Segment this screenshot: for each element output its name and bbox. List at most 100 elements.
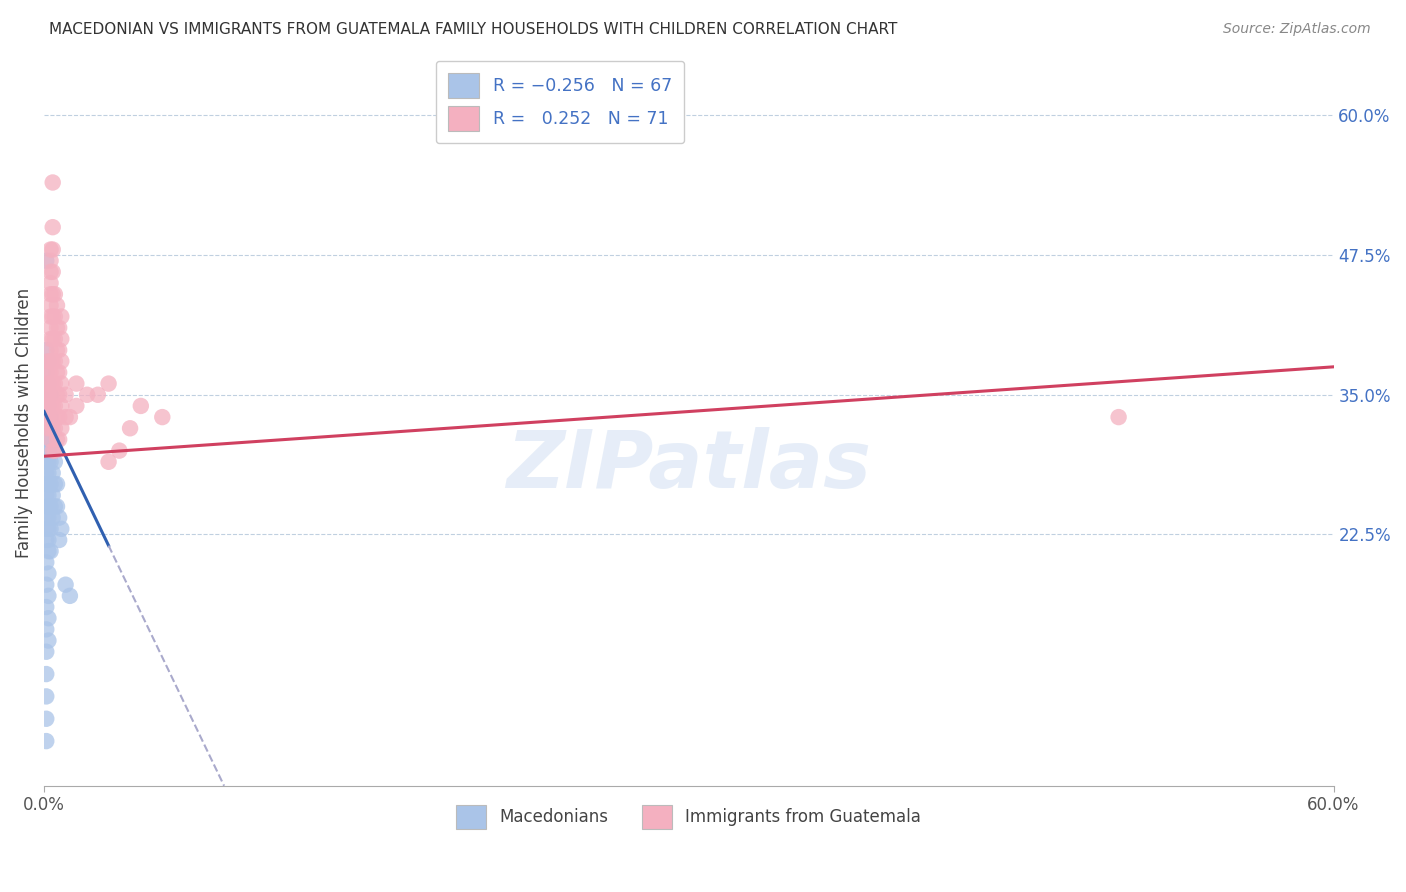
Point	[39, 421, 62, 435]
Point	[48, 433, 70, 447]
Point	[55, 410, 77, 425]
Point	[51, 376, 73, 391]
Point	[35, 433, 58, 447]
Point	[39, 265, 62, 279]
Point	[37, 500, 59, 514]
Point	[37, 566, 59, 581]
Y-axis label: Family Households with Children: Family Households with Children	[15, 287, 32, 558]
Point	[41, 443, 63, 458]
Point	[35, 477, 58, 491]
Point	[46, 410, 69, 425]
Point	[41, 243, 63, 257]
Point	[37, 488, 59, 502]
Point	[150, 410, 173, 425]
Point	[35, 600, 58, 615]
Point	[37, 399, 59, 413]
Point	[37, 455, 59, 469]
Point	[129, 399, 152, 413]
Point	[48, 320, 70, 334]
Point	[87, 388, 110, 402]
Point	[41, 443, 63, 458]
Point	[37, 376, 59, 391]
Point	[46, 320, 69, 334]
Point	[35, 410, 58, 425]
Point	[51, 332, 73, 346]
Point	[35, 645, 58, 659]
Point	[48, 388, 70, 402]
Point	[37, 611, 59, 625]
Point	[97, 376, 120, 391]
Point	[37, 388, 59, 402]
Point	[39, 354, 62, 368]
Point	[39, 410, 62, 425]
Legend: Macedonians, Immigrants from Guatemala: Macedonians, Immigrants from Guatemala	[450, 798, 928, 836]
Point	[37, 589, 59, 603]
Point	[35, 577, 58, 591]
Point	[46, 366, 69, 380]
Point	[108, 443, 131, 458]
Point	[39, 433, 62, 447]
Point	[39, 253, 62, 268]
Point	[37, 366, 59, 380]
Point	[65, 399, 87, 413]
Point	[97, 455, 120, 469]
Point	[39, 366, 62, 380]
Point	[39, 343, 62, 357]
Point	[41, 510, 63, 524]
Point	[39, 276, 62, 290]
Point	[35, 734, 58, 748]
Point	[46, 343, 69, 357]
Point	[37, 376, 59, 391]
Point	[35, 522, 58, 536]
Point	[59, 410, 82, 425]
Point	[51, 421, 73, 435]
Point	[46, 388, 69, 402]
Point	[35, 712, 58, 726]
Point	[48, 410, 70, 425]
Point	[37, 544, 59, 558]
Point	[44, 443, 66, 458]
Point	[41, 310, 63, 324]
Point	[37, 466, 59, 480]
Point	[39, 243, 62, 257]
Point	[46, 433, 69, 447]
Point	[39, 287, 62, 301]
Point	[35, 466, 58, 480]
Point	[35, 366, 58, 380]
Point	[44, 376, 66, 391]
Point	[1108, 410, 1130, 425]
Point	[35, 410, 58, 425]
Point	[39, 477, 62, 491]
Point	[44, 500, 66, 514]
Point	[41, 466, 63, 480]
Point	[39, 522, 62, 536]
Point	[35, 388, 58, 402]
Point	[37, 354, 59, 368]
Point	[44, 332, 66, 346]
Point	[37, 410, 59, 425]
Point	[55, 577, 77, 591]
Point	[37, 510, 59, 524]
Point	[55, 388, 77, 402]
Point	[37, 399, 59, 413]
Point	[39, 310, 62, 324]
Text: MACEDONIAN VS IMMIGRANTS FROM GUATEMALA FAMILY HOUSEHOLDS WITH CHILDREN CORRELAT: MACEDONIAN VS IMMIGRANTS FROM GUATEMALA …	[49, 22, 897, 37]
Point	[35, 343, 58, 357]
Point	[37, 533, 59, 547]
Point	[35, 421, 58, 435]
Point	[41, 399, 63, 413]
Text: Source: ZipAtlas.com: Source: ZipAtlas.com	[1223, 22, 1371, 37]
Point	[37, 433, 59, 447]
Point	[51, 310, 73, 324]
Point	[44, 455, 66, 469]
Point	[48, 510, 70, 524]
Point	[35, 667, 58, 681]
Point	[41, 176, 63, 190]
Point	[37, 522, 59, 536]
Point	[39, 455, 62, 469]
Point	[48, 533, 70, 547]
Point	[37, 354, 59, 368]
Point	[37, 477, 59, 491]
Point	[37, 633, 59, 648]
Point	[65, 376, 87, 391]
